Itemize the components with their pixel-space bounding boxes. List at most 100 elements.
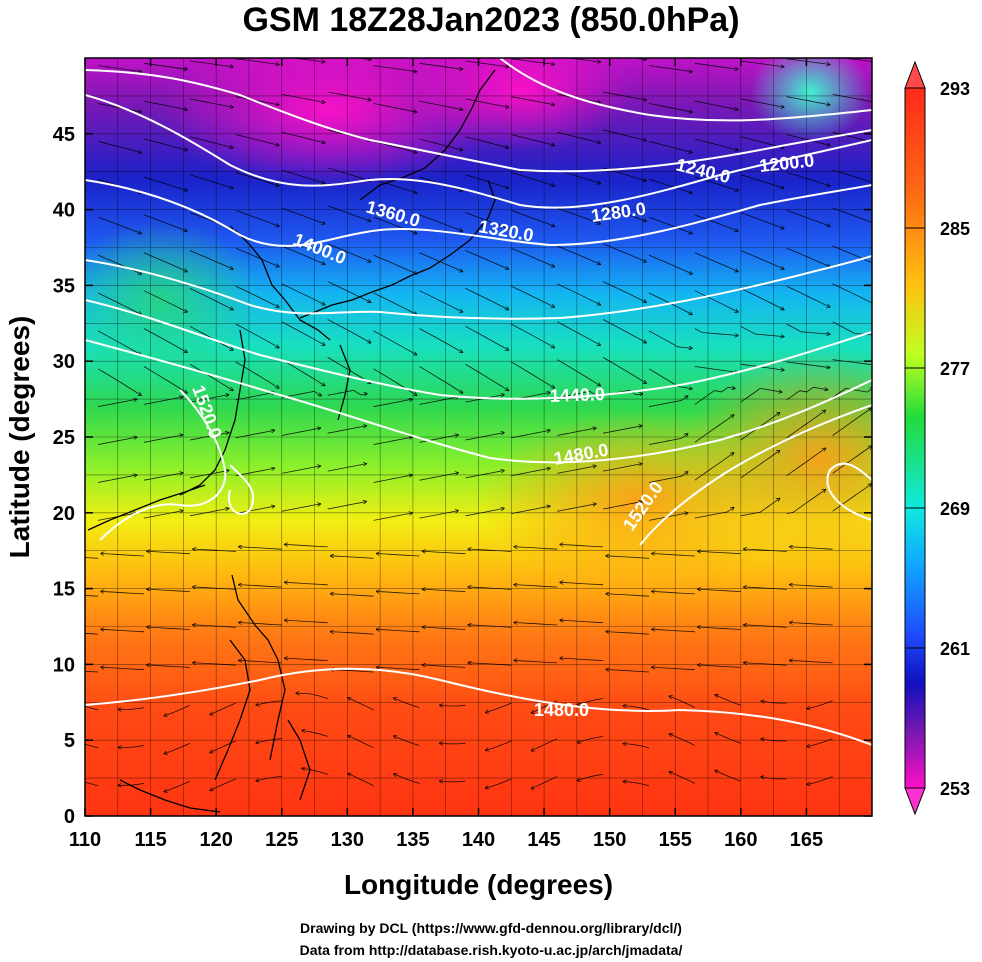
streamline <box>284 620 328 624</box>
streamline <box>97 216 141 233</box>
x-tick-label: 145 <box>527 829 560 851</box>
lat-lon-grid <box>85 58 872 816</box>
streamline <box>648 141 692 152</box>
streamline <box>419 366 463 394</box>
colorbar-label: 253 <box>940 779 970 799</box>
streamline <box>373 368 417 396</box>
streamline <box>118 745 145 748</box>
streamline <box>284 658 328 661</box>
streamline <box>189 174 233 189</box>
streamline <box>740 212 784 229</box>
streamline <box>511 430 550 439</box>
streamline <box>560 658 604 661</box>
streamline <box>577 736 604 742</box>
streamline <box>143 252 187 272</box>
streamline <box>189 250 233 270</box>
streamline <box>740 363 784 370</box>
streamline <box>101 554 145 557</box>
streamline <box>602 281 646 303</box>
geopotential-contours <box>85 58 872 746</box>
streamline <box>164 704 191 716</box>
streamline <box>603 91 646 100</box>
streamline <box>740 450 780 479</box>
streamline <box>281 131 325 143</box>
y-tick-label: 5 <box>64 730 75 752</box>
x-tick-label: 150 <box>593 829 626 851</box>
streamline <box>97 330 141 355</box>
streamline <box>786 134 830 146</box>
streamline <box>281 428 321 436</box>
streamline <box>235 247 279 266</box>
streamline <box>468 663 512 666</box>
streamline <box>606 594 650 597</box>
streamline <box>465 325 508 350</box>
colorbar-label: 269 <box>940 499 970 519</box>
streamline <box>511 247 554 266</box>
streamline <box>511 134 554 146</box>
streamline <box>832 408 872 436</box>
streamline <box>189 98 233 108</box>
streamline <box>164 780 191 792</box>
streamline <box>281 390 322 398</box>
streamline <box>786 361 830 368</box>
streamline <box>98 475 137 483</box>
streamline <box>189 470 229 479</box>
streamline <box>394 736 420 746</box>
streamline <box>669 772 696 784</box>
streamline <box>623 782 650 787</box>
streamline <box>577 698 604 705</box>
streamline <box>394 698 420 708</box>
streamline <box>147 627 190 630</box>
streamline <box>786 172 830 186</box>
streamline <box>511 285 554 307</box>
streamline <box>832 321 872 336</box>
streamline <box>557 169 600 183</box>
streamline <box>143 214 187 231</box>
streamline <box>694 138 738 150</box>
streamline <box>97 368 141 396</box>
streamline <box>193 587 236 590</box>
streamline <box>740 387 782 403</box>
streamline <box>465 136 508 148</box>
streamline <box>373 254 417 274</box>
streamline <box>235 468 275 477</box>
streamline <box>281 504 321 512</box>
streamline <box>239 547 282 550</box>
streamline <box>373 399 413 408</box>
credit-drawing: Drawing by DCL (https://www.gfd-dennou.o… <box>300 920 682 936</box>
streamline <box>373 513 413 521</box>
streamline <box>557 131 600 143</box>
streamline <box>193 549 236 552</box>
streamline <box>465 250 508 270</box>
streamline <box>511 210 554 226</box>
streamline <box>694 290 738 312</box>
streamline <box>832 359 872 366</box>
x-tick-label: 125 <box>265 829 298 851</box>
streamline <box>189 433 229 441</box>
streamline <box>514 585 558 588</box>
streamline <box>789 623 833 626</box>
streamline <box>786 489 826 514</box>
streamline <box>648 368 692 389</box>
streamline <box>740 98 784 108</box>
streamline <box>740 325 784 336</box>
contour-label-1440: 1440.0 <box>549 384 605 406</box>
streamline <box>284 582 328 586</box>
streamline <box>511 323 554 348</box>
y-tick-label: 20 <box>53 503 75 525</box>
streamline <box>648 65 692 72</box>
streamline <box>98 437 137 445</box>
streamline <box>419 511 459 519</box>
streamline <box>761 777 787 779</box>
streamline <box>786 410 826 439</box>
streamline <box>376 629 420 633</box>
streamline <box>465 508 504 517</box>
streamline <box>210 778 236 791</box>
streamline <box>419 473 459 481</box>
streamline <box>330 594 374 597</box>
streamline <box>281 283 325 305</box>
streamline <box>698 627 741 630</box>
streamline <box>744 549 787 552</box>
y-tick-label: 30 <box>53 351 75 373</box>
streamline <box>602 357 646 383</box>
